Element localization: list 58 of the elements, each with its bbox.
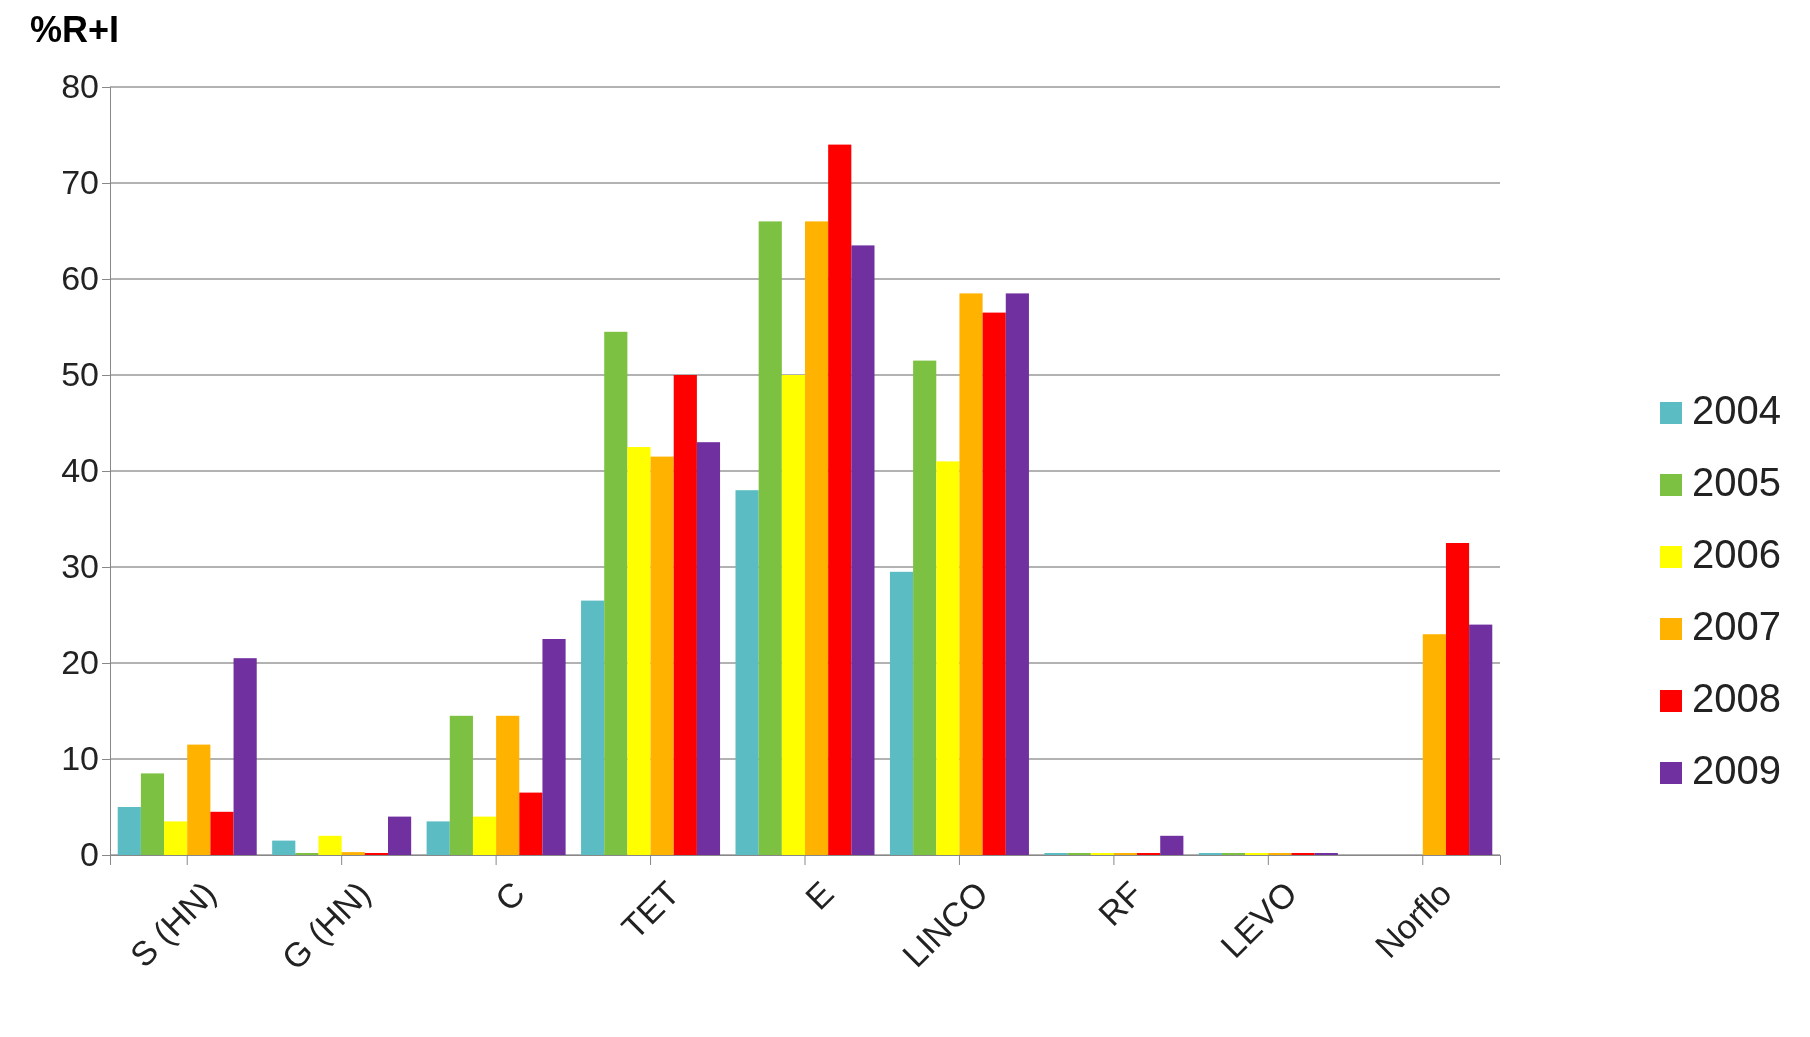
bar [828,144,852,855]
bar [758,221,782,855]
x-tick-label: E [797,873,841,917]
y-axis-title: %R+I [30,9,120,50]
bar [117,807,141,855]
bar [673,375,697,855]
y-tick-label: 50 [61,355,99,394]
bar [140,773,165,855]
bar [519,792,543,855]
bar [426,821,450,855]
legend-label: 2007 [1692,604,1781,648]
x-tick-label: RF [1090,873,1150,933]
bar [388,816,412,855]
bar [1160,835,1184,855]
bar [1469,624,1493,855]
legend-label: 2006 [1692,532,1781,576]
bar [781,375,805,855]
legend-label: 2008 [1692,676,1781,720]
bar [210,811,234,855]
bar [805,221,829,855]
bar [581,600,605,855]
x-tick-label: TET [614,873,687,947]
y-tick-label: 60 [61,259,99,298]
bar [1445,543,1470,855]
x-tick-label: C [487,873,532,919]
bar [982,312,1006,855]
y-tick-label: 10 [61,739,99,778]
bar [318,835,342,855]
bar [1005,293,1029,855]
y-tick-label: 0 [80,835,99,874]
bar [851,245,875,855]
bar [604,331,628,855]
bar [164,821,188,855]
bar [341,852,365,855]
y-tick-label: 40 [61,451,99,490]
y-tick-label: 80 [61,67,99,106]
legend-label: 2005 [1692,460,1781,504]
y-tick-label: 70 [61,163,99,202]
bar [959,293,983,855]
bar [627,447,651,855]
bar [272,840,296,855]
bar [913,360,937,855]
bar [735,490,759,855]
bar [233,658,257,855]
bar [542,639,566,855]
legend-label: 2009 [1692,748,1781,792]
bar [650,456,674,855]
bar [889,571,914,855]
bar [936,461,960,855]
y-tick-label: 20 [61,643,99,682]
bar [472,816,497,855]
bar [187,744,211,855]
bar [449,715,473,855]
legend-label: 2004 [1692,388,1781,432]
y-tick-label: 30 [61,547,99,586]
bar [496,715,520,855]
bar [696,442,721,855]
bar [1422,634,1446,855]
